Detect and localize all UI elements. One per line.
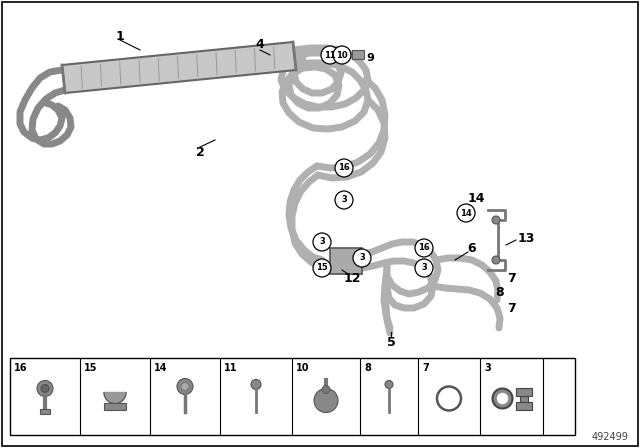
Text: 16: 16 [418,244,430,253]
Text: 1: 1 [116,30,124,43]
Text: 3: 3 [359,254,365,263]
Text: 8: 8 [496,287,504,300]
Polygon shape [62,42,296,93]
Text: 492499: 492499 [591,432,628,442]
Polygon shape [515,388,531,410]
Circle shape [322,385,330,393]
Text: 6: 6 [468,241,476,254]
Text: 7: 7 [422,363,429,373]
Text: 2: 2 [196,146,204,159]
Circle shape [335,191,353,209]
Bar [352,50,364,59]
Circle shape [313,259,331,277]
Polygon shape [104,392,126,404]
Text: 14: 14 [154,363,168,373]
Circle shape [314,388,338,413]
Circle shape [251,379,261,389]
Circle shape [492,256,500,264]
Circle shape [493,388,513,409]
Circle shape [492,216,500,224]
Text: 16: 16 [338,164,350,172]
Circle shape [177,379,193,395]
Text: 10: 10 [336,51,348,60]
Circle shape [335,159,353,177]
Text: 15: 15 [84,363,97,373]
Circle shape [181,383,189,391]
Text: 3: 3 [484,363,491,373]
Text: 9: 9 [366,53,374,63]
Text: 15: 15 [316,263,328,272]
Text: 4: 4 [255,39,264,52]
Circle shape [41,384,49,392]
Circle shape [497,393,508,404]
Circle shape [385,380,393,388]
Text: 3: 3 [341,195,347,204]
Text: 3: 3 [319,237,325,246]
Text: 3: 3 [421,263,427,272]
Text: 5: 5 [387,336,396,349]
Circle shape [333,46,351,64]
Bar [40,409,50,414]
Text: 7: 7 [508,302,516,314]
Circle shape [37,380,53,396]
Circle shape [353,249,371,267]
Text: 14: 14 [467,191,484,204]
Text: 13: 13 [517,232,534,245]
Circle shape [321,46,339,64]
Text: 16: 16 [14,363,28,373]
Circle shape [457,204,475,222]
Circle shape [415,259,433,277]
Text: 7: 7 [508,271,516,284]
Text: 10: 10 [296,363,310,373]
Text: 11: 11 [324,51,336,60]
Bar [330,248,362,274]
Circle shape [415,239,433,257]
Text: 8: 8 [364,363,371,373]
Bar [104,404,126,410]
Circle shape [313,233,331,251]
Text: 12: 12 [343,271,361,284]
Bar [10,358,575,435]
Text: 11: 11 [224,363,237,373]
Circle shape [437,387,461,410]
Text: 14: 14 [460,208,472,217]
